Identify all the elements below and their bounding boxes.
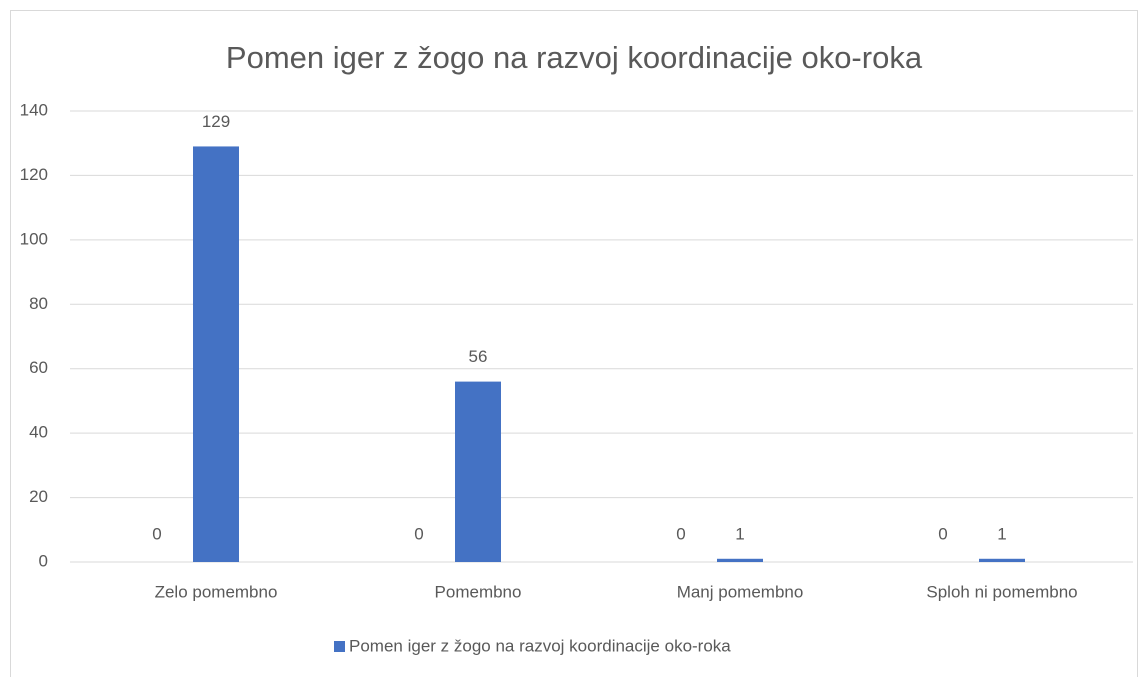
y-tick-label: 120: [20, 165, 48, 184]
y-tick-label: 100: [20, 229, 48, 248]
data-label: 1: [735, 524, 744, 543]
x-tick-label: Sploh ni pomembno: [926, 582, 1077, 601]
y-tick-label: 20: [29, 487, 48, 506]
chart-border: [10, 10, 1138, 677]
bar: [455, 381, 501, 562]
y-tick-label: 60: [29, 358, 48, 377]
y-tick-label: 140: [20, 100, 48, 119]
data-label: 129: [202, 112, 230, 131]
y-tick-label: 80: [29, 294, 48, 313]
x-tick-label: Manj pomembno: [677, 582, 804, 601]
data-label: 0: [676, 524, 685, 543]
data-label: 0: [938, 524, 947, 543]
legend-label: Pomen iger z žogo na razvoj koordinacije…: [349, 636, 731, 655]
data-label: 0: [414, 524, 423, 543]
data-label: 1: [997, 524, 1006, 543]
x-tick-label: Zelo pomembno: [155, 582, 278, 601]
y-tick-label: 0: [39, 551, 48, 570]
bar: [979, 558, 1025, 562]
y-tick-label: 40: [29, 423, 48, 442]
chart-title: Pomen iger z žogo na razvoj koordinacije…: [226, 40, 923, 75]
x-tick-label: Pomembno: [435, 582, 522, 601]
data-label: 56: [469, 347, 488, 366]
legend-swatch: [334, 641, 345, 652]
bar: [717, 558, 763, 562]
bar: [193, 146, 239, 562]
data-label: 0: [152, 524, 161, 543]
